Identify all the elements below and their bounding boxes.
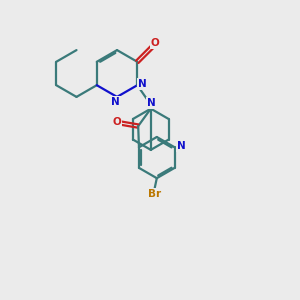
Text: Br: Br — [148, 189, 161, 199]
Text: N: N — [177, 141, 186, 151]
Text: N: N — [138, 79, 147, 89]
Text: O: O — [113, 117, 122, 127]
Text: O: O — [151, 38, 160, 48]
Text: N: N — [111, 97, 120, 107]
Text: N: N — [147, 98, 156, 108]
